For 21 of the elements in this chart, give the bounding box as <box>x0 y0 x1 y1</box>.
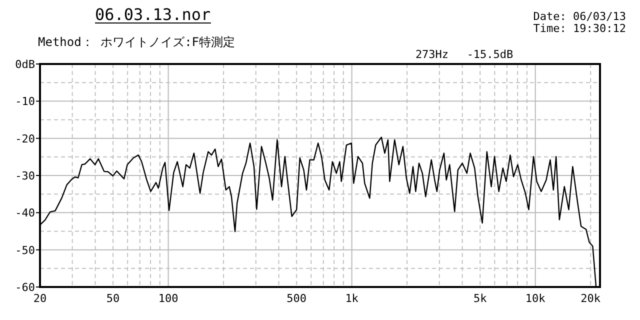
xtick: 50 <box>106 292 120 305</box>
ytick: -40 <box>15 206 35 220</box>
xtick: 20 <box>33 292 47 305</box>
ytick: -20 <box>15 132 35 146</box>
ytick: -30 <box>15 170 35 182</box>
annotation: Date: 06/03/13 <box>533 10 626 23</box>
title: 06.03.13.nor <box>95 5 211 24</box>
xtick: 1k <box>345 292 358 305</box>
ytick: -60 <box>15 281 35 294</box>
xtick: 20k <box>580 292 601 305</box>
annotation: -15.5dB <box>466 48 514 61</box>
annotation: Time: 19:30:12 <box>533 22 626 35</box>
ytick: 0dB <box>15 58 35 71</box>
xtick: 5k <box>473 292 487 305</box>
ytick: -50 <box>15 244 35 257</box>
xtick: 10k <box>525 292 546 305</box>
ytick: -10 <box>15 95 35 108</box>
subtitle: Method： ホワイトノイズ:F特測定 <box>38 35 236 49</box>
xtick: 500 <box>286 292 306 305</box>
annotation: 273Hz <box>415 48 449 61</box>
xtick: 100 <box>158 292 178 305</box>
